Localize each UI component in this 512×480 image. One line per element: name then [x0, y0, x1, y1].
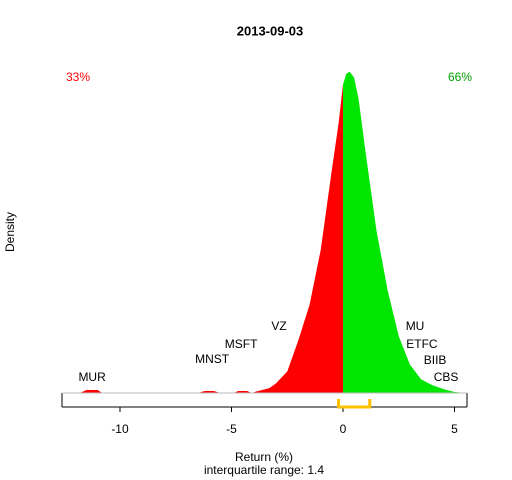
stock-label: VZ: [271, 319, 286, 333]
subtitle: interquartile range: 1.4: [204, 463, 324, 477]
x-tick-label: -10: [111, 422, 129, 436]
y-axis-label: Density: [3, 212, 17, 252]
x-tick-label: -5: [226, 422, 237, 436]
x-axis-label: Return (%): [235, 450, 293, 464]
iqr-bracket: [337, 399, 372, 409]
x-tick-label: 0: [340, 422, 347, 436]
density-area: [343, 71, 467, 394]
stock-label: BIIB: [424, 353, 447, 367]
left-share: 33%: [66, 70, 90, 84]
density-area: [62, 84, 344, 393]
chart-title: 2013-09-03: [237, 23, 304, 38]
stock-label: ETFC: [406, 337, 438, 351]
stock-label: MUR: [78, 370, 106, 384]
right-share: 66%: [448, 70, 472, 84]
x-tick-label: 5: [451, 422, 458, 436]
stock-label: CBS: [434, 370, 459, 384]
stock-label: MNST: [195, 352, 230, 366]
stock-label: MSFT: [225, 337, 258, 351]
stock-label: MU: [406, 319, 425, 333]
